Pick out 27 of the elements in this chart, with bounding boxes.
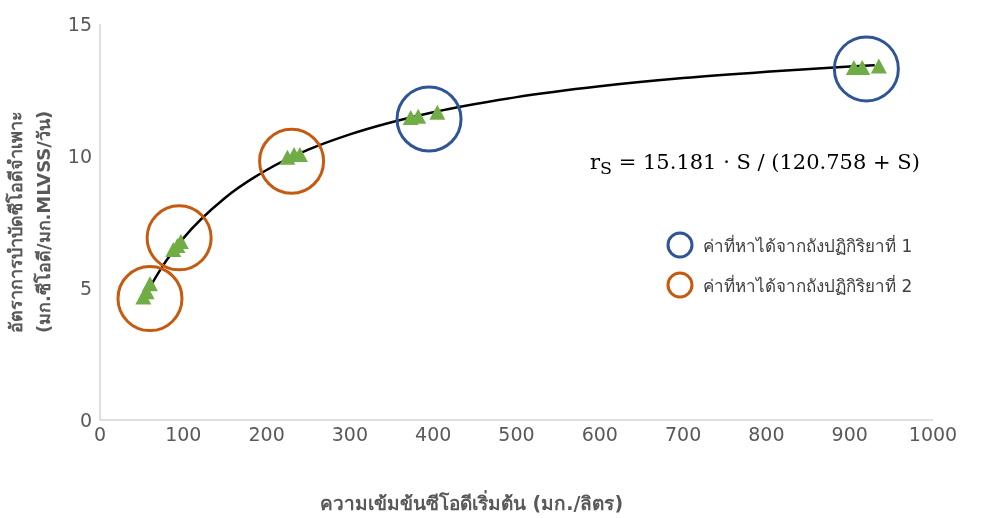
point [258,127,326,195]
x-tick-label: 800 [748,423,785,446]
point [141,276,158,292]
x-tick-label: 900 [831,423,868,446]
point [145,204,213,272]
x-tick-label: 200 [248,423,285,446]
x-tick-label: 1000 [908,423,958,446]
point [832,35,900,103]
x-tick-label: 500 [498,423,535,446]
y-axis-title: อัตราการบำบัดซีโอดีจำเพาะ (มก.ซีโอดี/มก.MLVSS/วัน) [4,110,55,334]
x-tick-label: 300 [331,423,369,446]
y-tick-label: 5 [79,276,92,299]
legend-label: ค่าที่หาได้จากถังปฏิกิริยาที่ 2 [703,273,913,298]
x-tick-label: 700 [664,423,702,446]
x-tick-label: 0 [93,423,107,446]
y-tick-label: 0 [79,408,92,431]
point [870,58,887,74]
annotation: r$_{S}$ = 15.181 · S / (120.758 + S) [590,150,920,179]
x-tick-label: 600 [581,423,618,446]
y-tick-label: 10 [67,144,92,167]
y-tick-label: 15 [67,12,92,35]
x-tick-label: 100 [165,423,202,446]
point [116,265,184,333]
legend-label: ค่าที่หาได้จากถังปฏิกิริยาที่ 1 [703,233,913,258]
x-axis-title: ความเข้มข้นซีโอดีเริ่มต้น (มก./ลิตร) [320,489,624,516]
x-tick-label: 400 [415,423,452,446]
point [395,85,463,153]
